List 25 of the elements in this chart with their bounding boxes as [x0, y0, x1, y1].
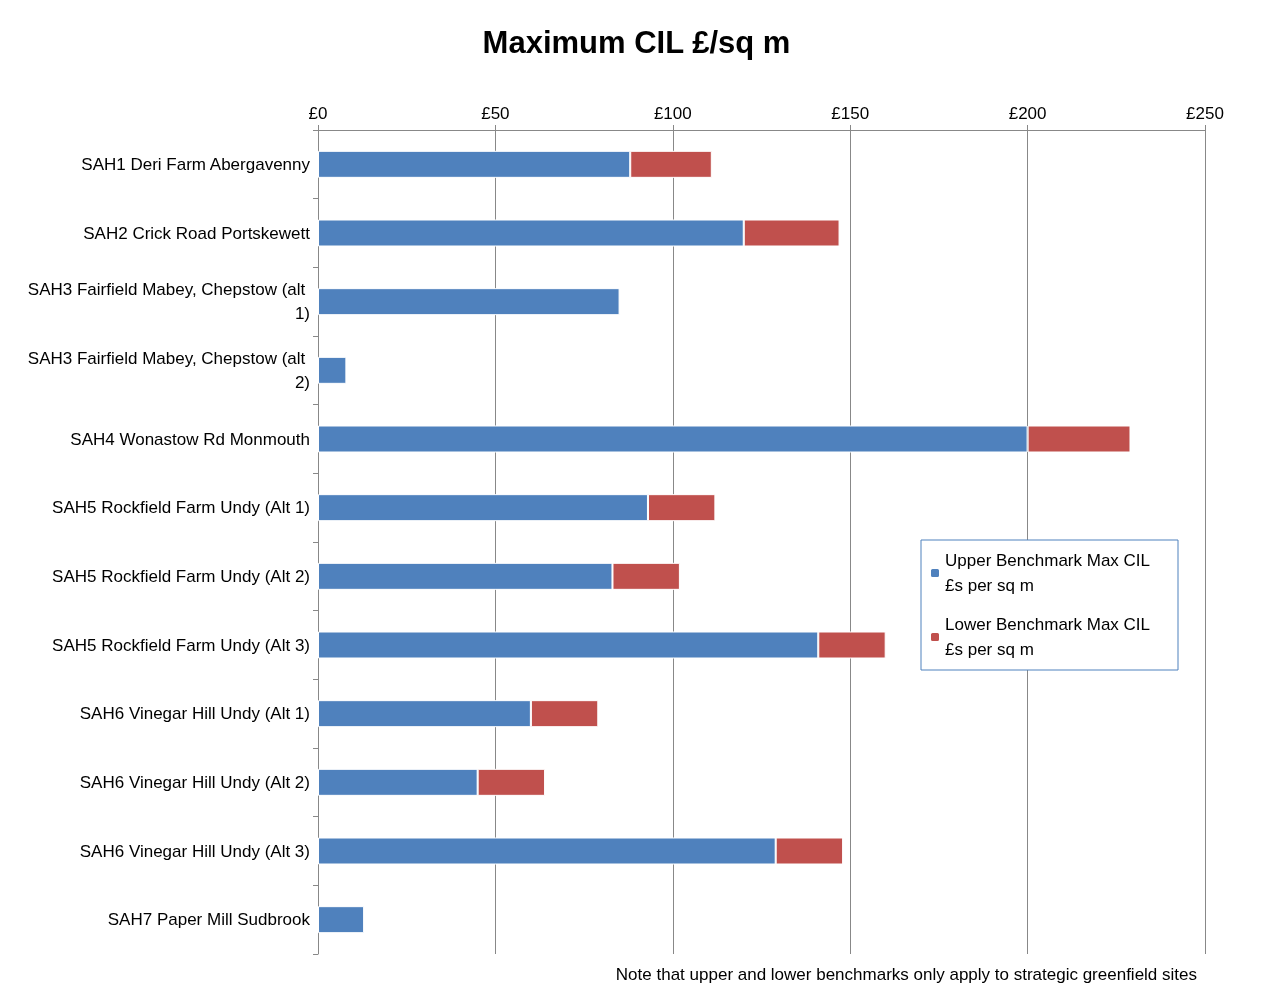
- y-tick-label: SAH6 Vinegar Hill Undy (Alt 2): [79, 772, 310, 792]
- x-tick-label: £0: [308, 104, 328, 123]
- x-tick-label: £50: [481, 104, 510, 123]
- y-tick-label: SAH6 Vinegar Hill Undy (Alt 3): [79, 841, 310, 861]
- y-tick-label: SAH5 Rockfield Farm Undy (Alt 3): [52, 635, 310, 655]
- text: Note that upper and lower benchmarks only apply to strategic greenfield sites: [615, 965, 1197, 984]
- bar: [318, 356, 347, 384]
- x-tick-label: £100: [653, 104, 692, 123]
- x-tick-label: £250: [1186, 104, 1224, 123]
- y-tick-label: SAH3 Fairfield Mabey, Chepstow (alt 1): [27, 280, 310, 324]
- y-tick-label: SAH5 Rockfield Farm Undy (Alt 2): [52, 566, 310, 586]
- bar: [318, 288, 620, 316]
- x-tick-label: £200: [1008, 104, 1047, 123]
- y-tick-label: SAH3 Fairfield Mabey, Chepstow (alt 2): [27, 348, 310, 392]
- y-tick-label: SAH4 Wonastow Rd Monmouth: [70, 429, 310, 449]
- y-tick-label: SAH1 Deri Farm Abergavenny: [81, 154, 311, 174]
- legend-label: Lower Benchmark Max CIL £s per sq m: [945, 615, 1155, 659]
- y-tick-label: SAH2 Crick Road Portskewett: [83, 223, 311, 243]
- chart-title: Maximum CIL £/sq m: [482, 25, 791, 60]
- x-tick-label: £150: [831, 104, 870, 123]
- bar: [318, 906, 365, 934]
- y-tick-label: SAH6 Vinegar Hill Undy (Alt 1): [79, 704, 310, 724]
- legend-label: Upper Benchmark Max CIL £s per sq m: [945, 551, 1155, 595]
- y-tick-label: SAH7 Paper Mill Sudbrook: [107, 910, 311, 930]
- y-tick-label: SAH5 Rockfield Farm Undy (Alt 1): [52, 498, 310, 518]
